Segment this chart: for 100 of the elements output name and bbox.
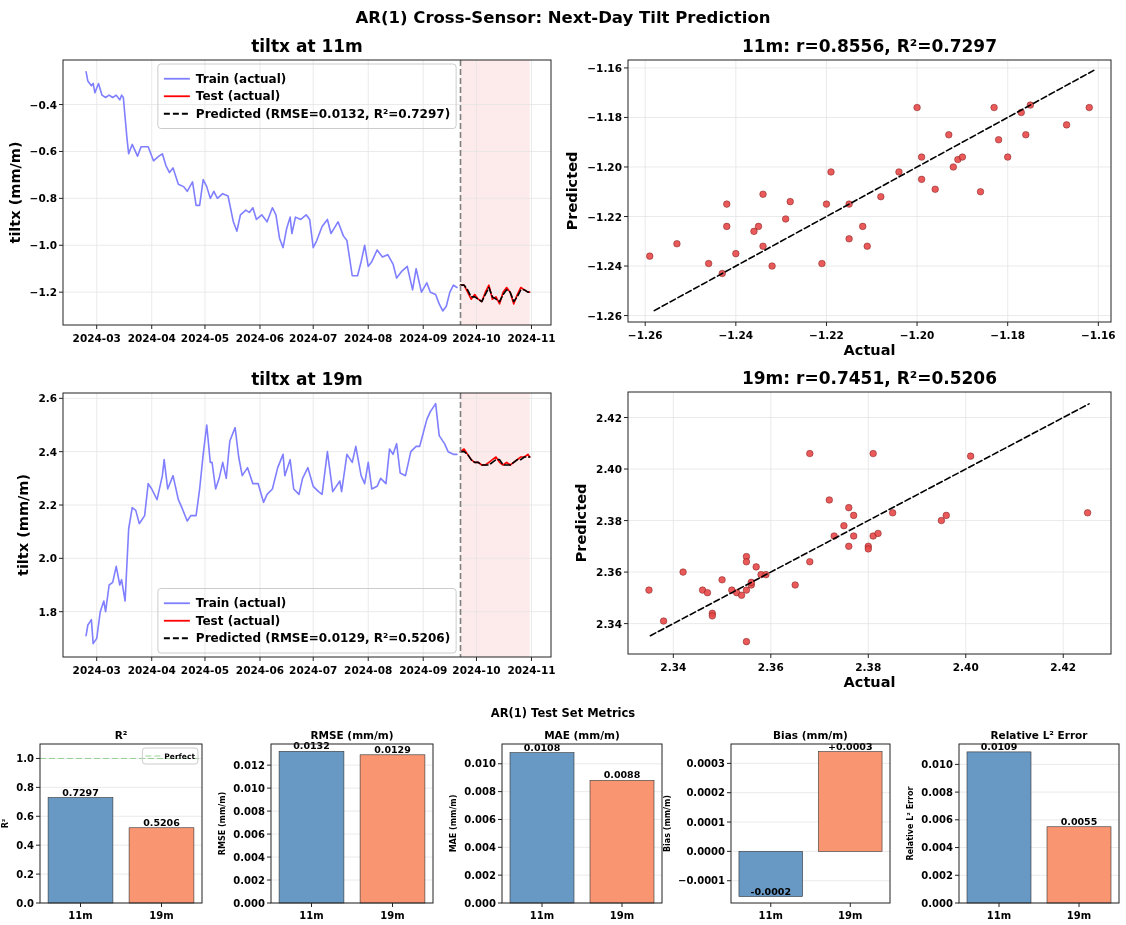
x-tick-label: 2024-06 <box>235 331 285 344</box>
y-tick-label: 2.38 <box>596 514 622 527</box>
legend-label: Test (actual) <box>195 89 281 104</box>
x-tick-label: 2024-11 <box>507 663 556 676</box>
data-label: +0.0003 <box>827 740 873 752</box>
x-tick-label: 19m <box>1066 910 1092 921</box>
x-axis-title: Actual <box>843 342 896 358</box>
y-tick-label: 2.42 <box>596 411 622 424</box>
x-tick-label: −1.20 <box>899 328 935 341</box>
y-tick-label: 0.0003 <box>686 757 726 769</box>
x-tick-label: 2024-08 <box>344 663 393 676</box>
x-tick-label: 2.38 <box>855 660 882 673</box>
x-tick-label: 2024-07 <box>289 663 338 676</box>
data-label: 0.0129 <box>374 743 411 755</box>
y-tick-label: −1.2 <box>29 286 57 299</box>
y-axis-title: Predicted <box>564 151 581 231</box>
data-label: 0.0109 <box>980 740 1018 752</box>
x-tick-label: 2024-04 <box>127 331 176 344</box>
y-tick-label: 0.4 <box>16 839 35 851</box>
x-tick-label: 11m <box>299 910 324 921</box>
x-tick-label: 19m <box>149 910 174 921</box>
y-tick-label: −0.8 <box>29 192 57 205</box>
y-axis-title: Relative L² Error <box>906 786 916 861</box>
chart-title: Bias (mm/m) <box>773 729 848 741</box>
data-label: 0.0055 <box>1060 815 1098 827</box>
y-tick-label: 0.0 <box>16 897 35 909</box>
y-tick-label: −0.0001 <box>678 875 726 887</box>
x-tick-label: 2024-08 <box>344 331 393 344</box>
x-tick-label: 11m <box>986 910 1012 921</box>
y-tick-label: 0.002 <box>921 869 954 881</box>
x-tick-label: 11m <box>68 910 93 921</box>
y-tick-label: 0.004 <box>464 841 497 853</box>
x-axis-title: Actual <box>843 674 896 690</box>
y-axis-title: Predicted <box>573 483 590 563</box>
y-axis-title: RMSE (mm/m) <box>218 791 228 856</box>
y-tick-label: 2.0 <box>38 552 57 565</box>
y-tick-label: 0.0002 <box>686 787 726 799</box>
y-tick-label: 0.004 <box>921 842 954 854</box>
x-tick-label: 2.34 <box>660 660 687 673</box>
y-tick-label: 1.8 <box>38 605 57 618</box>
y-tick-label: −1.26 <box>587 309 622 322</box>
y-tick-label: 2.4 <box>38 445 57 458</box>
chart-title: Relative L² Error <box>990 729 1089 741</box>
y-tick-label: 0.000 <box>921 897 954 909</box>
y-tick-label: 0.000 <box>233 897 266 909</box>
x-tick-label: 2024-09 <box>399 663 448 676</box>
y-tick-label: 0.0000 <box>686 845 726 857</box>
y-tick-label: 0.2 <box>16 868 35 880</box>
x-tick-label: −1.16 <box>1080 328 1116 341</box>
legend-label: Predicted (RMSE=0.0129, R²=0.5206) <box>195 631 451 646</box>
data-label: 0.5206 <box>143 816 181 828</box>
y-tick-label: 0.000 <box>464 897 497 909</box>
chart-title: RMSE (mm/m) <box>310 729 394 741</box>
data-label: -0.0002 <box>750 885 792 897</box>
y-axis-title: Bias (mm/m) <box>663 794 673 853</box>
y-axis-title: MAE (mm/m) <box>449 794 459 853</box>
y-tick-label: 0.006 <box>464 813 497 825</box>
legend-label: Train (actual) <box>195 596 287 611</box>
x-tick-label: 2024-05 <box>180 331 230 344</box>
data-label: 0.0108 <box>523 741 561 753</box>
x-tick-label: −1.18 <box>990 328 1026 341</box>
y-tick-label: 0.012 <box>233 759 266 771</box>
y-tick-label: 0.008 <box>464 786 497 798</box>
x-tick-label: 2024-10 <box>452 663 501 676</box>
x-tick-label: 2024-06 <box>235 663 285 676</box>
x-tick-label: 11m <box>529 910 555 921</box>
x-tick-label: 2024-05 <box>180 663 230 676</box>
y-tick-label: 2.6 <box>38 392 57 405</box>
y-tick-label: −0.6 <box>29 145 57 158</box>
y-tick-label: 2.36 <box>596 566 622 579</box>
y-tick-label: −1.22 <box>587 210 622 223</box>
y-tick-label: 0.010 <box>921 758 954 770</box>
y-tick-label: 0.008 <box>233 805 266 817</box>
y-tick-label: 0.6 <box>16 810 35 822</box>
x-tick-label: 19m <box>838 910 863 921</box>
y-axis-title: tiltx (mm/m) <box>6 141 23 244</box>
legend-label: Train (actual) <box>195 71 287 86</box>
x-tick-label: 2024-11 <box>507 331 556 344</box>
y-tick-label: 1.0 <box>16 752 35 764</box>
x-tick-label: 2.42 <box>1050 660 1077 673</box>
chart-title: tiltx at 19m <box>251 369 363 389</box>
y-tick-label: 0.002 <box>233 874 266 886</box>
y-tick-label: −1.16 <box>587 61 622 74</box>
text: AR(1) Test Set Metrics <box>490 705 636 720</box>
y-tick-label: 0.8 <box>16 781 35 793</box>
y-tick-label: 2.2 <box>38 499 57 511</box>
y-tick-label: 0.004 <box>233 851 266 863</box>
x-tick-label: 19m <box>609 910 635 921</box>
data-label: 0.7297 <box>62 786 99 798</box>
x-tick-label: 2024-03 <box>72 663 121 676</box>
x-tick-label: 2.36 <box>757 660 784 673</box>
y-tick-label: 0.0001 <box>686 816 726 828</box>
y-tick-label: −1.0 <box>29 239 57 252</box>
chart-title: tiltx at 11m <box>251 36 363 56</box>
y-tick-label: 2.34 <box>596 617 622 630</box>
legend-label: Test (actual) <box>195 613 281 628</box>
data-label: 0.0088 <box>603 769 641 781</box>
legend-label: Predicted (RMSE=0.0132, R²=0.7297) <box>195 106 451 121</box>
y-tick-label: 0.010 <box>464 758 497 770</box>
x-tick-label: −1.24 <box>718 328 754 341</box>
